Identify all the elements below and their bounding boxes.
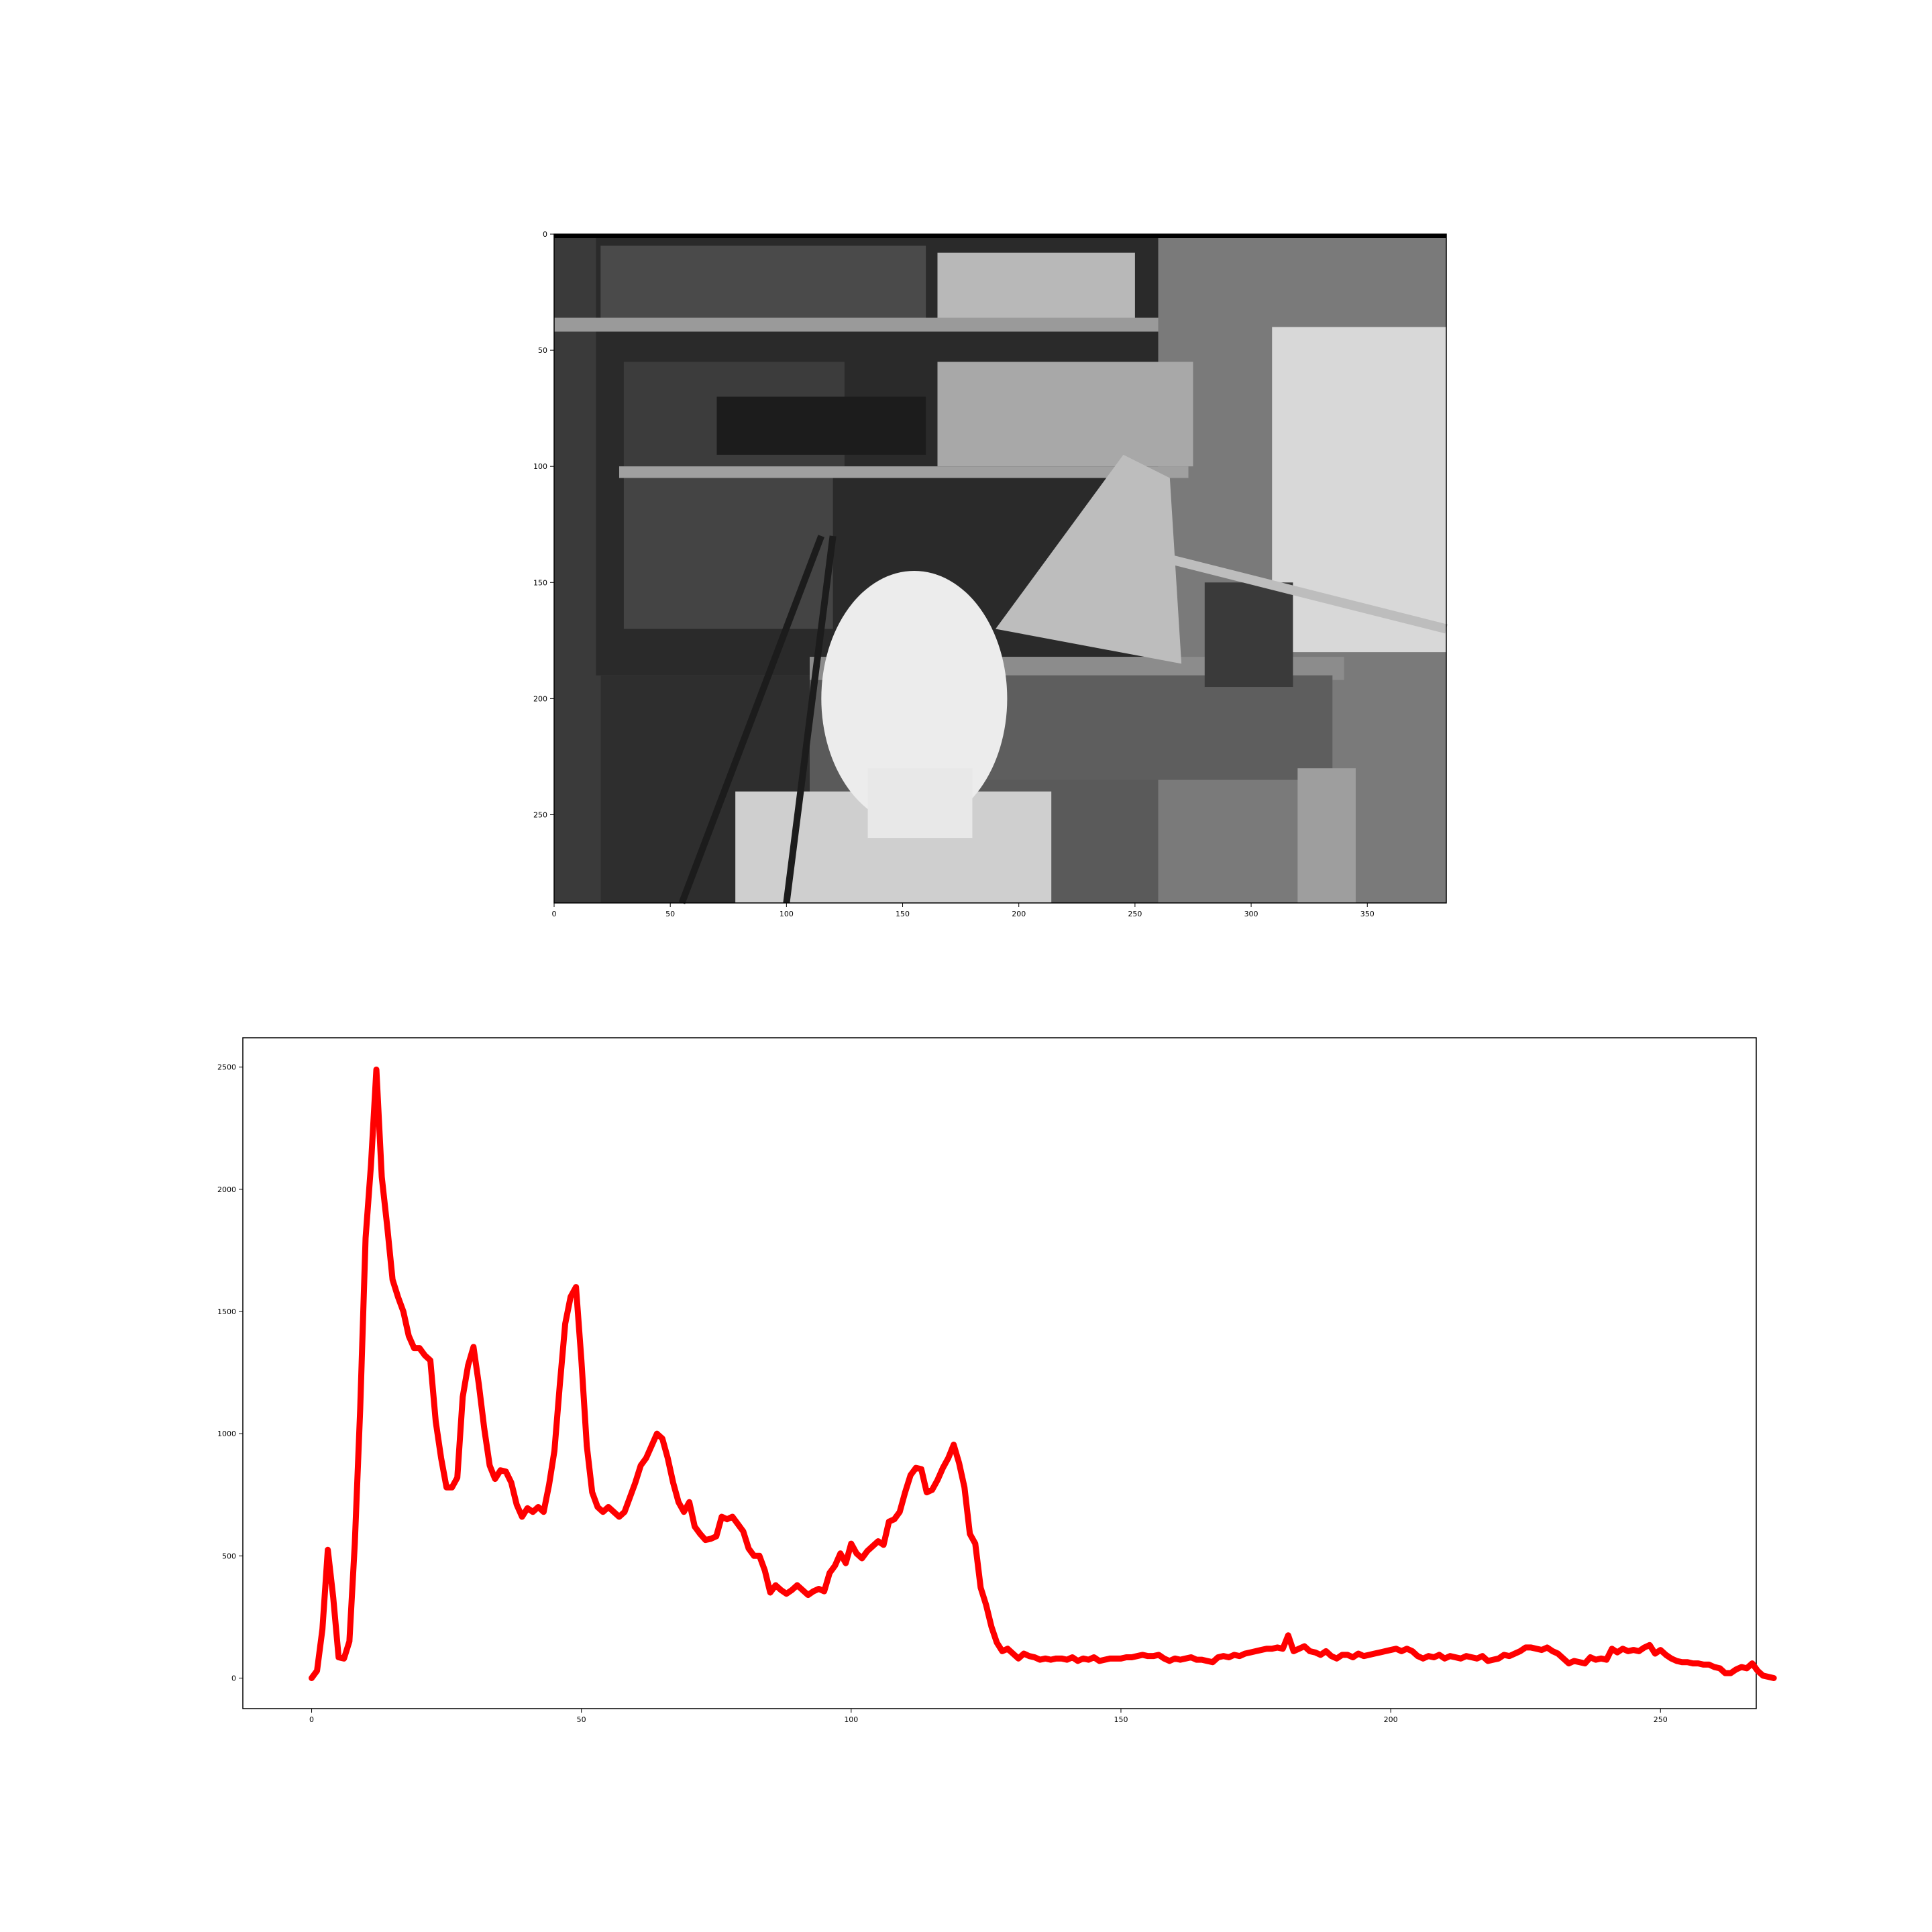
device-box bbox=[937, 252, 1135, 323]
chart-y-tick-label: 500 bbox=[222, 1552, 236, 1560]
chart-x-tick-label: 50 bbox=[577, 1715, 586, 1724]
image-y-ticks: 0 50 100 150 200 250 bbox=[533, 230, 554, 819]
image-x-tick-label: 250 bbox=[1128, 910, 1142, 918]
image-y-tick-label: 250 bbox=[533, 810, 547, 819]
chart-x-tick-label: 200 bbox=[1384, 1715, 1398, 1724]
chart-x-ticks: 0 50 100 150 200 250 bbox=[309, 1709, 1668, 1724]
chart-x-tick-label: 150 bbox=[1114, 1715, 1128, 1724]
lamp-shade bbox=[996, 454, 1182, 664]
image-x-tick-label: 100 bbox=[780, 910, 794, 918]
lamp-arm bbox=[1169, 554, 1448, 634]
tripod bbox=[678, 535, 837, 904]
grayscale-photo bbox=[554, 234, 1448, 904]
image-top-edge bbox=[554, 234, 1446, 238]
image-x-tick-label: 350 bbox=[1360, 910, 1375, 918]
chart-axes-frame bbox=[242, 1037, 1757, 1709]
camera bbox=[716, 396, 926, 455]
image-x-tick-label: 50 bbox=[665, 910, 675, 918]
lower-shelf bbox=[623, 478, 833, 629]
sculpture-head bbox=[821, 570, 1008, 826]
image-y-tick-label: 200 bbox=[533, 694, 547, 703]
image-x-tick-label: 200 bbox=[1012, 910, 1026, 918]
mid-books-right bbox=[937, 362, 1193, 467]
left-cabinet bbox=[554, 234, 601, 903]
chart-x-tick-label: 250 bbox=[1654, 1715, 1668, 1724]
chart-y-tick-label: 0 bbox=[231, 1674, 236, 1682]
table-body bbox=[972, 675, 1333, 780]
image-y-tick-label: 100 bbox=[533, 462, 547, 471]
table-leg bbox=[1297, 768, 1356, 903]
shelf-board-2 bbox=[619, 466, 1189, 478]
chart-y-tick-label: 1500 bbox=[217, 1307, 236, 1316]
histogram-line bbox=[309, 1066, 1777, 1681]
image-panel: 0 50 100 150 200 250 300 350 0 50 100 150 200 250 bbox=[533, 230, 1448, 918]
sculpture-neck bbox=[867, 768, 973, 839]
chart-x-tick-label: 0 bbox=[309, 1715, 314, 1724]
can bbox=[1204, 582, 1293, 688]
histogram-chart: 0 50 100 150 200 250 0 500 1000 1500 2000 2500 bbox=[217, 1037, 1777, 1724]
image-y-tick-label: 150 bbox=[533, 578, 547, 587]
shelf-board-1 bbox=[554, 317, 1252, 332]
image-x-tick-label: 300 bbox=[1244, 910, 1258, 918]
image-y-tick-label: 50 bbox=[538, 346, 547, 355]
chart-y-tick-label: 2000 bbox=[217, 1185, 236, 1194]
image-x-ticks: 0 50 100 150 200 250 300 350 bbox=[552, 903, 1375, 918]
poster bbox=[1272, 327, 1446, 653]
image-x-tick-label: 150 bbox=[896, 910, 910, 918]
image-x-tick-label: 0 bbox=[552, 910, 557, 918]
chart-series bbox=[309, 1066, 1777, 1681]
top-shelf-books bbox=[600, 246, 926, 321]
chart-y-tick-label: 1000 bbox=[217, 1430, 236, 1438]
chart-x-tick-label: 100 bbox=[844, 1715, 858, 1724]
chart-y-tick-label: 2500 bbox=[217, 1063, 236, 1072]
image-y-tick-label: 0 bbox=[543, 230, 547, 239]
chart-y-ticks: 0 500 1000 1500 2000 2500 bbox=[217, 1063, 243, 1682]
